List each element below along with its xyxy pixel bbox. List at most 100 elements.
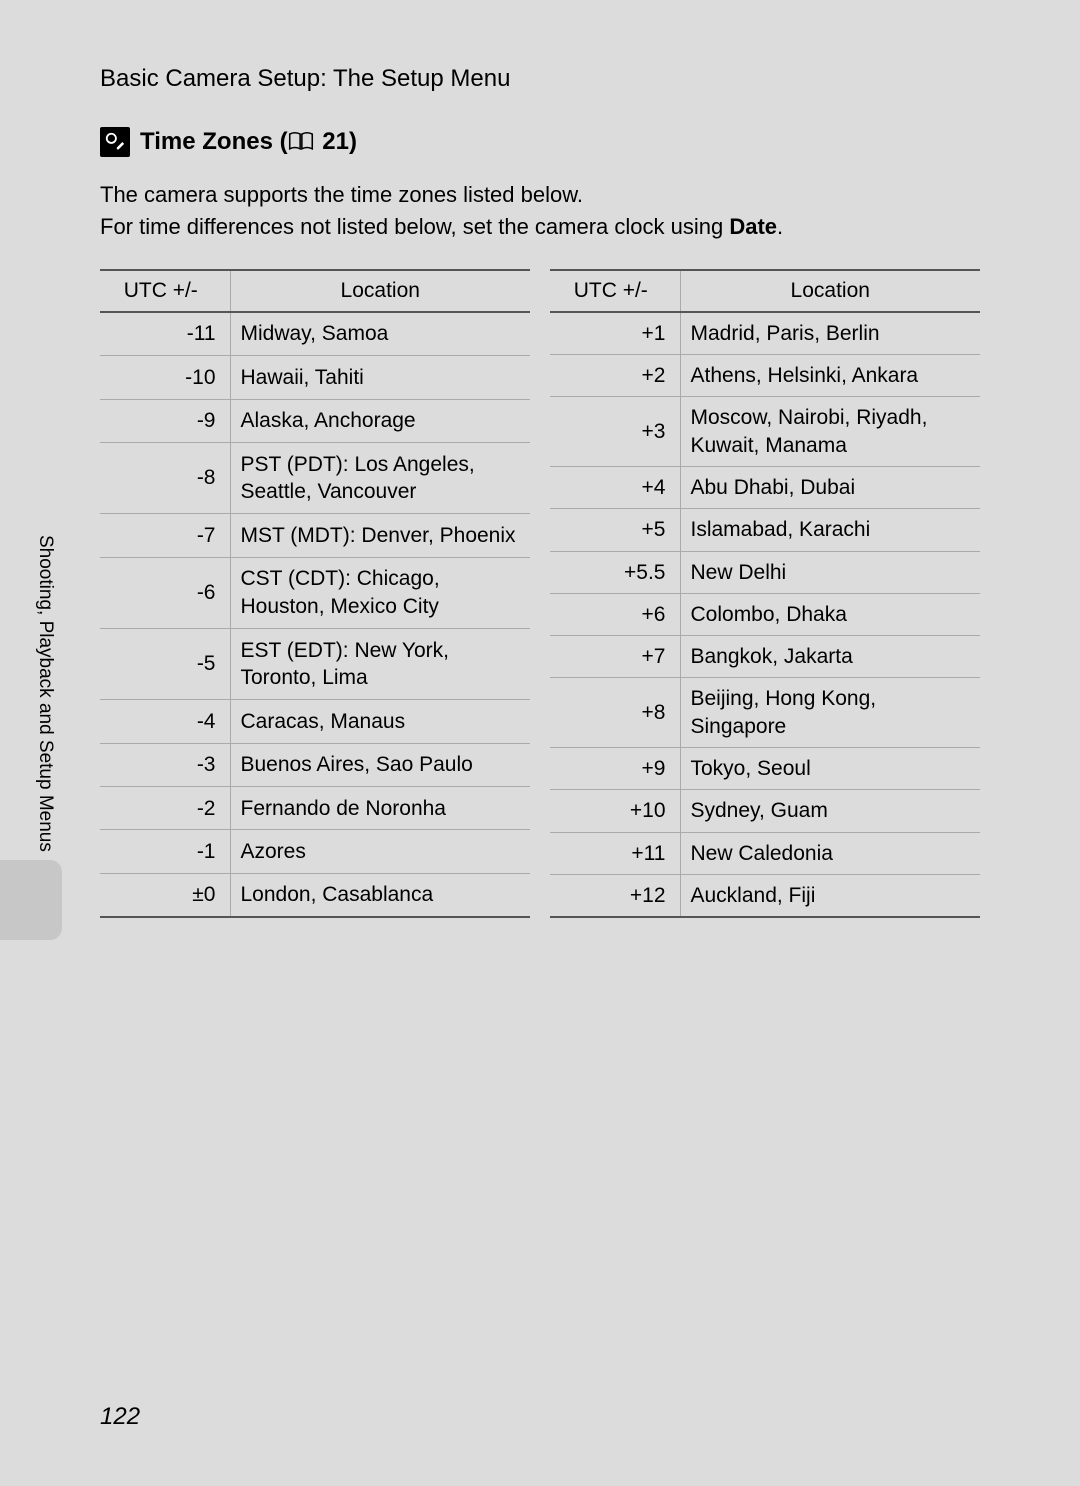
- location-cell: Moscow, Nairobi, Riyadh, Kuwait, Manama: [680, 397, 980, 467]
- location-cell: Alaska, Anchorage: [230, 399, 530, 442]
- location-cell: Sydney, Guam: [680, 790, 980, 832]
- table-row: +1Madrid, Paris, Berlin: [550, 312, 980, 355]
- location-cell: London, Casablanca: [230, 873, 530, 917]
- side-tab-label: Shooting, Playback and Setup Menus: [34, 535, 56, 852]
- location-cell: Islamabad, Karachi: [680, 509, 980, 551]
- table-row: -11Midway, Samoa: [100, 312, 530, 356]
- utc-cell: ±0: [100, 873, 230, 917]
- location-cell: Athens, Helsinki, Ankara: [680, 355, 980, 397]
- breadcrumb: Basic Camera Setup: The Setup Menu: [100, 65, 980, 93]
- location-cell: Azores: [230, 830, 530, 873]
- col-header-utc: UTC +/-: [550, 270, 680, 312]
- utc-cell: +4: [550, 466, 680, 508]
- location-cell: Beijing, Hong Kong, Singapore: [680, 678, 980, 748]
- table-row: +5Islamabad, Karachi: [550, 509, 980, 551]
- table-row: -8PST (PDT): Los Angeles, Seattle, Vanco…: [100, 442, 530, 513]
- table-row: +4Abu Dhabi, Dubai: [550, 466, 980, 508]
- location-cell: Caracas, Manaus: [230, 700, 530, 743]
- table-row: -1Azores: [100, 830, 530, 873]
- location-cell: Auckland, Fiji: [680, 874, 980, 917]
- title-ref: 21: [322, 128, 349, 155]
- location-cell: Madrid, Paris, Berlin: [680, 312, 980, 355]
- utc-cell: -8: [100, 442, 230, 513]
- utc-cell: +5: [550, 509, 680, 551]
- location-cell: CST (CDT): Chicago, Houston, Mexico City: [230, 557, 530, 628]
- utc-cell: +8: [550, 678, 680, 748]
- book-reference-icon: [288, 130, 314, 152]
- utc-cell: +9: [550, 748, 680, 790]
- utc-cell: +10: [550, 790, 680, 832]
- intro-line-2b: .: [777, 214, 783, 239]
- location-cell: Fernando de Noronha: [230, 787, 530, 830]
- utc-cell: -9: [100, 399, 230, 442]
- col-header-utc: UTC +/-: [100, 270, 230, 312]
- col-header-location: Location: [230, 270, 530, 312]
- intro-line-1: The camera supports the time zones liste…: [100, 179, 980, 211]
- location-cell: Colombo, Dhaka: [680, 593, 980, 635]
- location-cell: EST (EDT): New York, Toronto, Lima: [230, 628, 530, 699]
- table-row: +12Auckland, Fiji: [550, 874, 980, 917]
- utc-cell: +2: [550, 355, 680, 397]
- table-row: +9Tokyo, Seoul: [550, 748, 980, 790]
- location-cell: New Caledonia: [680, 832, 980, 874]
- intro-line-2-bold: Date: [729, 214, 777, 239]
- utc-cell: +7: [550, 636, 680, 678]
- location-cell: Bangkok, Jakarta: [680, 636, 980, 678]
- table-row: -9Alaska, Anchorage: [100, 399, 530, 442]
- utc-cell: -2: [100, 787, 230, 830]
- table-row: +5.5New Delhi: [550, 551, 980, 593]
- table-row: -10Hawaii, Tahiti: [100, 356, 530, 399]
- location-cell: MST (MDT): Denver, Phoenix: [230, 514, 530, 557]
- utc-cell: +12: [550, 874, 680, 917]
- utc-cell: -11: [100, 312, 230, 356]
- utc-cell: +3: [550, 397, 680, 467]
- col-header-location: Location: [680, 270, 980, 312]
- table-row: -7MST (MDT): Denver, Phoenix: [100, 514, 530, 557]
- table-row: +7Bangkok, Jakarta: [550, 636, 980, 678]
- table-row: -4Caracas, Manaus: [100, 700, 530, 743]
- location-cell: Buenos Aires, Sao Paulo: [230, 743, 530, 786]
- utc-cell: -7: [100, 514, 230, 557]
- utc-cell: -5: [100, 628, 230, 699]
- page-number: 122: [100, 1403, 140, 1431]
- table-row: +6Colombo, Dhaka: [550, 593, 980, 635]
- location-cell: New Delhi: [680, 551, 980, 593]
- note-pencil-icon: [100, 127, 130, 157]
- utc-cell: +11: [550, 832, 680, 874]
- location-cell: Tokyo, Seoul: [680, 748, 980, 790]
- side-tab: Shooting, Playback and Setup Menus: [30, 535, 60, 935]
- timezone-table-left: UTC +/- Location -11Midway, Samoa-10Hawa…: [100, 269, 530, 918]
- table-row: ±0London, Casablanca: [100, 873, 530, 917]
- table-row: -2Fernando de Noronha: [100, 787, 530, 830]
- title-suffix: ): [349, 128, 357, 155]
- title-prefix: Time Zones (: [140, 128, 288, 155]
- utc-cell: +5.5: [550, 551, 680, 593]
- page: Basic Camera Setup: The Setup Menu Time …: [0, 0, 1080, 1486]
- utc-cell: -3: [100, 743, 230, 786]
- intro-line-2: For time differences not listed below, s…: [100, 211, 980, 243]
- section-title-text: Time Zones ( 21): [140, 128, 357, 156]
- location-cell: Midway, Samoa: [230, 312, 530, 356]
- intro-text: The camera supports the time zones liste…: [100, 179, 980, 243]
- table-row: +3Moscow, Nairobi, Riyadh, Kuwait, Manam…: [550, 397, 980, 467]
- table-row: +2Athens, Helsinki, Ankara: [550, 355, 980, 397]
- utc-cell: -10: [100, 356, 230, 399]
- table-row: +10Sydney, Guam: [550, 790, 980, 832]
- table-row: -6CST (CDT): Chicago, Houston, Mexico Ci…: [100, 557, 530, 628]
- table-row: +11New Caledonia: [550, 832, 980, 874]
- utc-cell: +1: [550, 312, 680, 355]
- utc-cell: -4: [100, 700, 230, 743]
- intro-line-2a: For time differences not listed below, s…: [100, 214, 729, 239]
- utc-cell: -6: [100, 557, 230, 628]
- utc-cell: +6: [550, 593, 680, 635]
- timezone-tables: UTC +/- Location -11Midway, Samoa-10Hawa…: [100, 269, 980, 918]
- timezone-table-right: UTC +/- Location +1Madrid, Paris, Berlin…: [550, 269, 980, 918]
- table-row: -5EST (EDT): New York, Toronto, Lima: [100, 628, 530, 699]
- location-cell: Hawaii, Tahiti: [230, 356, 530, 399]
- utc-cell: -1: [100, 830, 230, 873]
- location-cell: PST (PDT): Los Angeles, Seattle, Vancouv…: [230, 442, 530, 513]
- location-cell: Abu Dhabi, Dubai: [680, 466, 980, 508]
- section-title: Time Zones ( 21): [100, 127, 980, 157]
- table-row: +8Beijing, Hong Kong, Singapore: [550, 678, 980, 748]
- table-row: -3Buenos Aires, Sao Paulo: [100, 743, 530, 786]
